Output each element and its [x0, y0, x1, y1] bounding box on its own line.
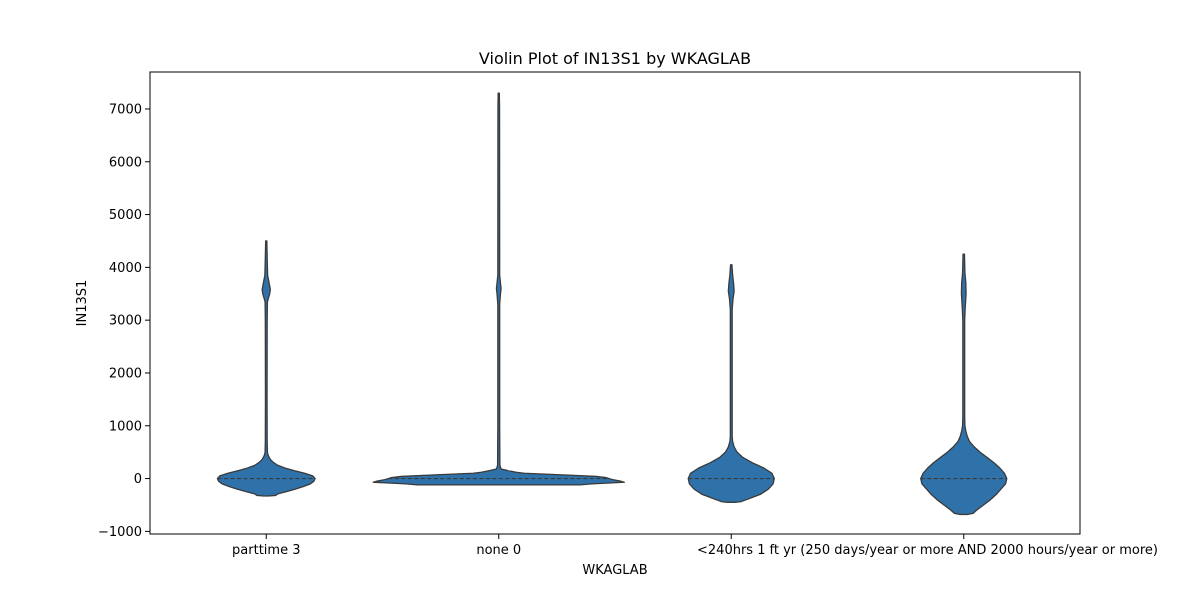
- violin-body: [216, 240, 316, 497]
- plot-frame: [149, 71, 1081, 535]
- y-tick-label: 4000: [109, 261, 142, 276]
- y-tick-label: 2000: [109, 366, 142, 381]
- violin-body: [687, 264, 775, 503]
- y-tick-label: 7000: [109, 102, 142, 117]
- y-axis: −1000 0 1000 2000 3000 4000 5000 6000 7000: [98, 102, 150, 540]
- x-axis: parttime 3 none 0 <240hrs 1 ft yr (250 days…: [232, 534, 1158, 558]
- x-tick-label: ft yr (250 days/year or more AND 2000 ho…: [770, 543, 1158, 558]
- violin-body: [920, 253, 1008, 516]
- y-axis-label: IN13S1: [75, 280, 90, 327]
- chart-title: Violin Plot of IN13S1 by WKAGLAB: [479, 49, 751, 68]
- plot-area: [216, 92, 1008, 516]
- x-tick-label: <240hrs 1: [697, 543, 765, 558]
- y-tick-label: 0: [134, 472, 142, 487]
- x-tick-label: parttime 3: [232, 543, 300, 558]
- violin-body: [372, 92, 625, 486]
- x-tick-label: none 0: [476, 543, 521, 558]
- x-axis-label: WKAGLAB: [582, 563, 647, 578]
- y-tick-label: −1000: [98, 525, 142, 540]
- y-tick-label: 6000: [109, 155, 142, 170]
- y-tick-label: 1000: [109, 419, 142, 434]
- y-tick-label: 5000: [109, 208, 142, 223]
- y-tick-label: 3000: [109, 314, 142, 329]
